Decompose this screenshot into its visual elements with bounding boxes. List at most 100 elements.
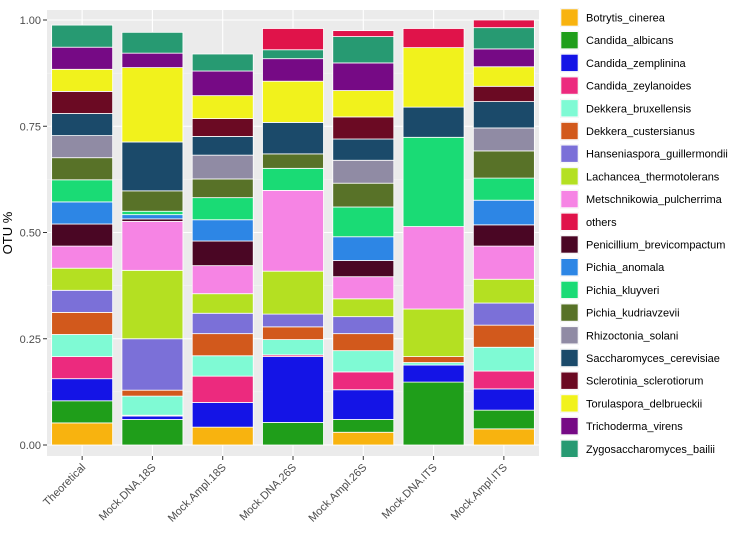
x-tick-label: Mock.DNA.18S	[97, 462, 159, 524]
bar-segment-dekkera-bruxellensis	[51, 334, 114, 358]
bar-segment-botrytis-cinerea	[332, 431, 395, 446]
legend-swatch	[560, 417, 579, 435]
legend-label: Candida_albicans	[586, 35, 674, 47]
legend-label: Botrytis_cinerea	[586, 13, 666, 25]
bar-segment-saccharomyces-cerevisiae	[262, 122, 324, 155]
legend-label: Candida_zeylanoides	[586, 81, 692, 93]
y-tick-label: 0.75	[20, 121, 41, 133]
bar-segment-candida-albicans	[472, 409, 535, 430]
bar-segment-saccharomyces-cerevisiae	[121, 141, 184, 192]
y-tick-label: 1.00	[20, 15, 41, 27]
legend-swatch	[560, 371, 579, 390]
bar-segment-candida-albicans	[262, 422, 324, 446]
bar-segment-saccharomyces-cerevisiae	[51, 113, 114, 137]
legend-swatch	[560, 258, 579, 277]
bar-segment-penicillium-brevicompactum	[332, 260, 395, 278]
legend-label: Metschnikowia_pulcherrima	[586, 194, 723, 206]
legend-swatch	[560, 99, 579, 118]
bar-segment-hanseniaspora-guillermondii	[121, 338, 184, 391]
x-tick-label: Mock.Ampl.ITS	[449, 462, 510, 523]
legend-label: Zygosaccharomyces_bailii	[586, 444, 715, 456]
legend-label: Pichia_kudriavzevii	[586, 308, 680, 320]
legend-item-candida-zeylanoides: Candida_zeylanoides	[560, 76, 692, 96]
bar-segment-candida-zeylanoides	[51, 356, 114, 380]
bar-segment-metschnikowia-pulcherrima	[262, 190, 324, 272]
bar-segment-botrytis-cinerea	[51, 422, 114, 446]
legend-swatch	[560, 326, 579, 345]
bar-segment-trichoderma-virens	[472, 48, 535, 68]
bar-segment-lachancea-thermotolerans	[332, 298, 395, 318]
bar-segment-dekkera-custersianus	[121, 389, 184, 397]
bar-segment-lachancea-thermotolerans	[51, 267, 114, 291]
bar-segment-candida-zemplinina	[121, 415, 184, 420]
bar-segment-candida-zemplinina	[51, 378, 114, 402]
legend-item-rhizoctonia-solani: Rhizoctonia_solani	[560, 325, 678, 345]
bar-segment-candida-zemplinina	[332, 389, 395, 420]
bar-segment-candida-zemplinina	[472, 388, 535, 411]
bar-stack-mock-ampl-its	[472, 19, 535, 446]
legend-item-torulaspora-delbrueckii: Torulaspora_delbrueckii	[560, 393, 702, 413]
legend-swatch	[560, 235, 579, 254]
legend-label: Dekkera_custersianus	[586, 126, 695, 138]
bar-segment-trichoderma-virens	[332, 62, 395, 91]
bar-segment-trichoderma-virens	[121, 52, 184, 69]
bar-segment-candida-zeylanoides	[332, 371, 395, 391]
legend-item-botrytis-cinerea: Botrytis_cinerea	[560, 8, 666, 27]
bar-segment-hanseniaspora-guillermondii	[472, 302, 535, 326]
bar-segment-botrytis-cinerea	[191, 426, 254, 446]
legend-item-trichoderma-virens: Trichoderma_virens	[560, 416, 683, 436]
legend-label: Hanseniaspora_guillermondii	[586, 149, 728, 161]
bar-stack-mock-ampl-18s	[191, 53, 254, 446]
bar-segment-hanseniaspora-guillermondii	[191, 312, 254, 335]
bar-segment-pichia-anomala	[332, 236, 395, 261]
bar-segment-sclerotinia-sclerotiorum	[332, 116, 395, 140]
bar-segment-metschnikowia-pulcherrima	[472, 245, 535, 280]
bar-segment-pichia-kudriavzevii	[121, 190, 184, 212]
legend-item-lachancea-thermotolerans: Lachancea_thermotolerans	[560, 166, 720, 186]
legend-label: Dekkera_bruxellensis	[586, 103, 692, 115]
bar-segment-pichia-anomala	[472, 199, 535, 226]
bar-segment-torulaspora-delbrueckii	[121, 67, 184, 143]
x-tick-label: Mock.DNA.26S	[237, 462, 299, 524]
bar-segment-saccharomyces-cerevisiae	[332, 138, 395, 161]
y-axis: 0.00 0.25 0.50 0.75 1.00	[20, 15, 47, 452]
bar-stack-mock-ampl-26s	[332, 30, 395, 446]
bar-segment-penicillium-brevicompactum	[51, 223, 114, 247]
legend-item-candida-albicans: Candida_albicans	[560, 30, 674, 50]
x-tick-label: Mock.Ampl.18S	[166, 462, 229, 525]
bar-segment-dekkera-custersianus	[472, 324, 535, 348]
legend-swatch	[560, 167, 579, 186]
bar-segment-pichia-kluyveri	[51, 179, 114, 203]
bar-segment-metschnikowia-pulcherrima	[121, 221, 184, 271]
bar-segment-candida-albicans	[121, 419, 184, 446]
legend-item-hanseniaspora-guillermondii: Hanseniaspora_guillermondii	[560, 144, 728, 164]
bar-segment-torulaspora-delbrueckii	[332, 90, 395, 118]
bar-segment-sclerotinia-sclerotiorum	[472, 85, 535, 103]
bar-segment-zygosaccharomyces-bailii	[472, 27, 535, 50]
legend-swatch	[560, 31, 579, 50]
bar-segment-trichoderma-virens	[262, 58, 324, 82]
bar-segment-lachancea-thermotolerans	[191, 293, 254, 314]
bar-segment-hanseniaspora-guillermondii	[51, 289, 114, 313]
x-axis: Theoretical Mock.DNA.18S Mock.Ampl.18S Mock…	[41, 456, 510, 525]
bar-segment-penicillium-brevicompactum	[191, 240, 254, 267]
legend-swatch	[560, 439, 579, 458]
legend-label: Pichia_kluyveri	[586, 285, 659, 297]
y-tick-label: 0.25	[20, 334, 41, 346]
legend-label: Pichia_anomala	[586, 262, 665, 274]
bar-segment-candida-zeylanoides	[191, 375, 254, 403]
bar-segment-others	[332, 30, 395, 37]
bar-segment-metschnikowia-pulcherrima	[51, 245, 114, 269]
bar-segment-dekkera-bruxellensis	[262, 339, 324, 356]
bar-segment-botrytis-cinerea	[472, 428, 535, 446]
bar-segment-penicillium-brevicompactum	[472, 224, 535, 247]
bar-segment-torulaspora-delbrueckii	[472, 66, 535, 87]
legend-item-saccharomyces-cerevisiae: Saccharomyces_cerevisiae	[560, 348, 720, 368]
bar-segment-candida-zemplinina	[191, 402, 254, 428]
x-tick-label: Mock.DNA.ITS	[380, 462, 440, 522]
legend-label: Torulaspora_delbrueckii	[586, 398, 702, 410]
legend-label: Lachancea_thermotolerans	[586, 171, 720, 183]
legend-label: others	[586, 217, 617, 229]
legend: Botrytis_cinerea Candida_albicans Candida_…	[560, 8, 728, 459]
